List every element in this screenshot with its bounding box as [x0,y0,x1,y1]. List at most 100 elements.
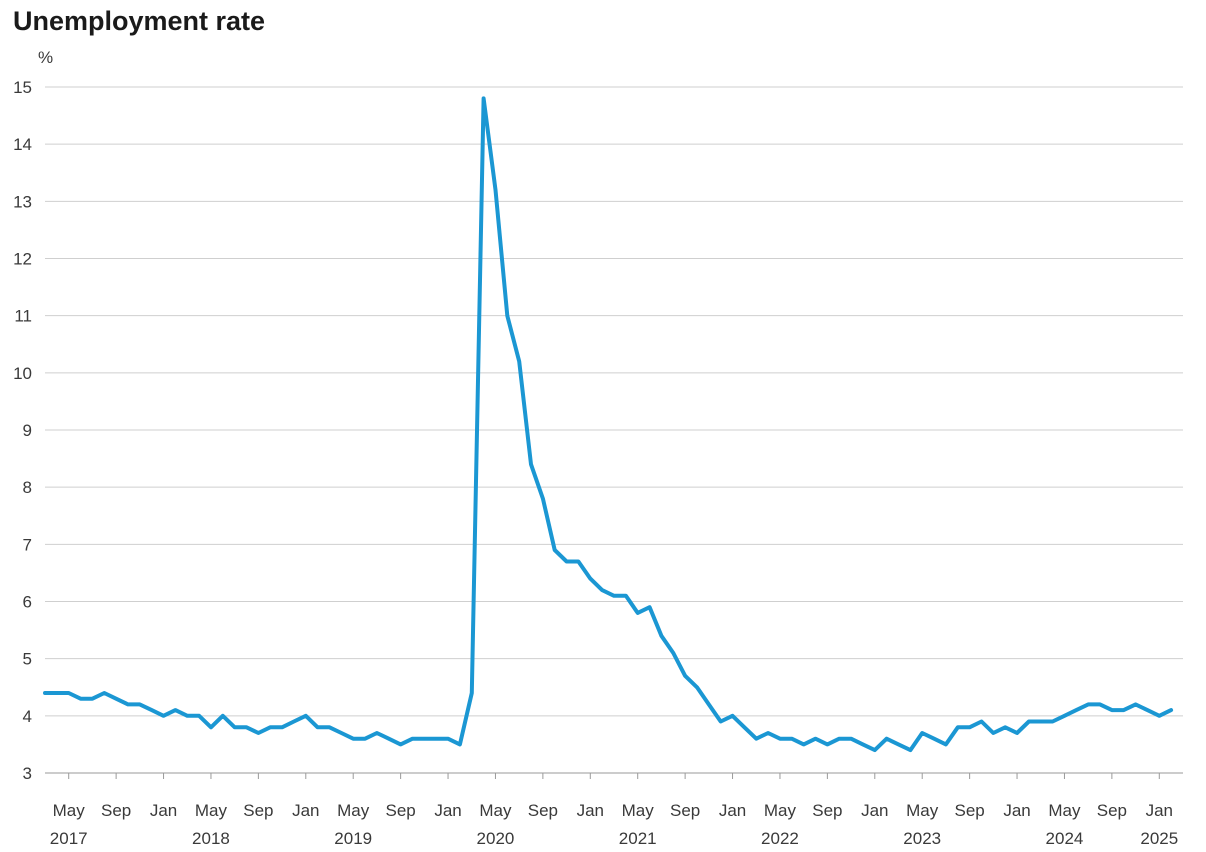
data-point [932,737,936,740]
data-point [565,560,568,563]
x-tick-label-month: May [622,801,655,820]
data-point [624,594,628,597]
data-point [897,743,900,746]
data-point [992,731,995,735]
data-point [91,697,94,700]
data-point [683,674,687,677]
data-point [1039,720,1043,723]
data-point [849,737,853,740]
data-point [197,714,201,717]
x-tick-label-month: Jan [577,801,604,820]
data-point [387,737,390,740]
data-point [150,708,153,712]
data-point [1110,708,1114,712]
data-point [316,726,319,729]
x-tick-label-month: Sep [243,801,273,820]
x-tick-label-month: May [479,801,512,820]
data-point [731,714,734,717]
data-point [114,697,118,700]
data-point [1004,726,1007,729]
data-point [695,686,699,689]
data-point [873,748,876,752]
data-point [885,737,888,740]
data-point [103,691,106,695]
data-point [174,708,177,712]
x-tick-label-month: May [1048,801,1081,820]
data-point [1027,720,1031,723]
data-point [506,314,509,317]
data-point [328,726,331,729]
data-point [494,188,497,192]
x-tick-label-month: Sep [1097,801,1127,820]
data-point [43,691,47,695]
data-point [802,743,805,746]
data-point [257,731,260,735]
x-tick-label-month: Sep [528,801,558,820]
data-point [766,731,770,735]
x-tick-label-month: May [53,801,86,820]
x-tick-label-month: May [195,801,228,820]
data-point [446,737,450,740]
data-point [423,737,426,740]
series-line [43,96,1174,753]
data-point [363,737,367,740]
x-tick-label-month: Jan [292,801,319,820]
data-point [814,737,817,740]
data-point [1122,708,1125,712]
data-point [221,714,224,717]
data-point [778,737,782,740]
data-point [1098,703,1102,706]
data-point [838,737,841,740]
data-point [1075,708,1078,712]
data-point [482,97,485,100]
data-point [541,497,545,500]
x-tick-label-month: Jan [861,801,888,820]
y-tick-label: 7 [23,535,32,554]
x-axis: May 2017 Sep Jan May 2018 Sep Jan May 2019 Sep Jan M… [45,772,1183,848]
gridlines [45,86,1183,717]
data-point [861,743,865,746]
data-point [292,720,296,723]
y-tick-label: 4 [23,707,32,726]
data-point [55,691,59,695]
x-tick-label-month: Sep [386,801,416,820]
data-point [340,731,343,735]
data-point [245,726,248,729]
x-tick-label-year: 2025 [1140,829,1178,848]
data-point [352,737,355,740]
y-tick-label: 13 [13,192,32,211]
data-point [743,726,746,729]
data-point [980,720,983,723]
data-point [435,737,438,740]
x-tick-label-month: Sep [101,801,131,820]
x-tick-label-year: 2023 [903,829,941,848]
y-tick-label: 8 [23,478,32,497]
data-point [636,611,639,615]
data-point [672,651,675,655]
data-point [1051,720,1054,723]
y-tick-label: 5 [23,650,32,669]
data-point [1169,708,1173,712]
y-tick-label: 6 [23,593,32,612]
y-tick-label: 11 [14,307,32,326]
y-tick-label: 9 [23,421,32,440]
data-point [968,726,971,729]
y-axis-unit-label: % [38,48,53,67]
data-point [1134,703,1137,706]
data-point [304,714,307,717]
data-point [411,737,414,740]
x-tick-label-year: 2019 [334,829,372,848]
data-point [186,714,189,717]
x-tick-label-month: May [764,801,797,820]
x-tick-label-year: 2021 [619,829,657,848]
data-point [138,703,141,706]
data-point [719,720,722,723]
data-point [67,691,70,695]
data-point [944,743,948,746]
x-tick-label-month: Jan [1146,801,1173,820]
x-tick-label-month: Sep [670,801,700,820]
data-point [375,731,379,735]
data-point [126,703,130,706]
data-point [79,697,82,700]
